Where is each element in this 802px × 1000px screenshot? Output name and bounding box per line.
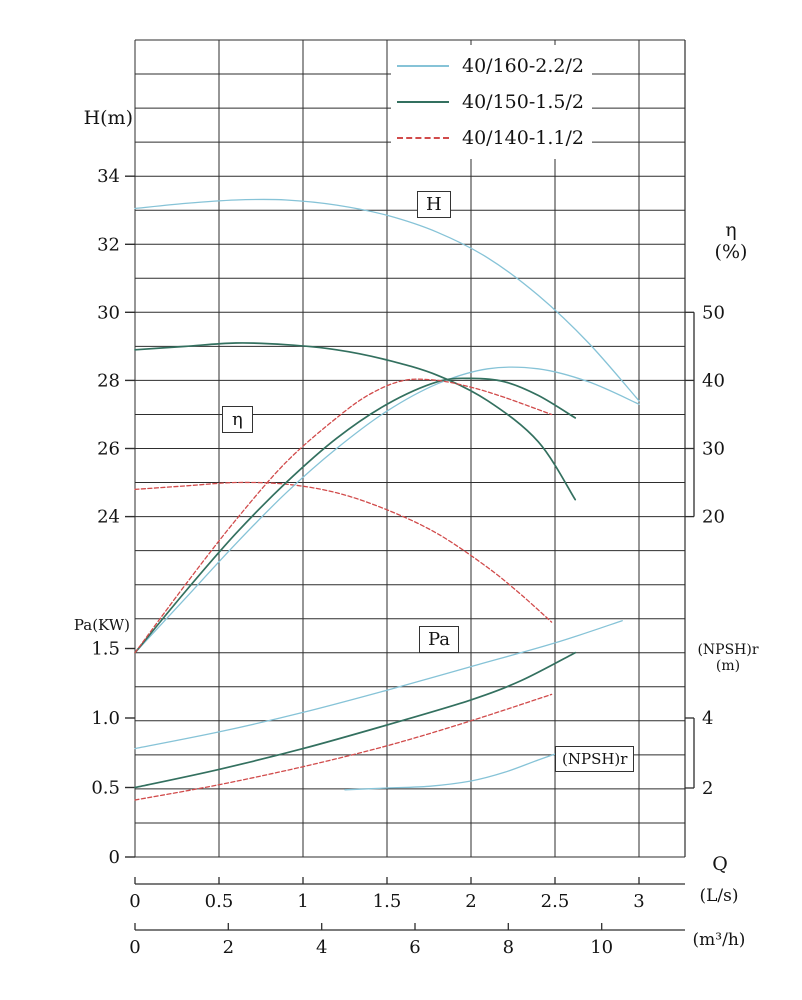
legend-item: 40/150-1.5/2 <box>397 84 584 120</box>
x-tick-label-m3h: 10 <box>590 937 613 958</box>
x-tick-label-ls: 1 <box>297 891 308 912</box>
legend-item: 40/160-2.2/2 <box>397 48 584 84</box>
h-tick-label: 32 <box>97 234 120 255</box>
legend-label: 40/150-1.5/2 <box>462 91 584 113</box>
h-tick-label: 30 <box>97 302 120 323</box>
curve-h-40-160 <box>134 198 640 402</box>
h-tick-label: 26 <box>97 439 120 460</box>
npsh-tick-label: 4 <box>702 708 713 729</box>
legend-label: 40/160-2.2/2 <box>462 55 584 77</box>
curve-label-npsh: (NPSH)r <box>555 746 635 772</box>
x-tick-label-m3h: 4 <box>316 937 327 958</box>
curve-eta-40-160 <box>134 366 640 654</box>
h-axis-title: H(m) <box>83 107 133 129</box>
x-tick-label-ls: 2.5 <box>541 891 570 912</box>
npsh-axis-label: (NPSH)r <box>697 642 759 658</box>
pa-tick-label: 0.5 <box>91 778 120 799</box>
pa-tick-label: 0 <box>109 847 120 868</box>
pa-tick-label: 1.5 <box>91 639 120 660</box>
h-tick-label: 24 <box>97 507 120 528</box>
pa-tick-label: 1.0 <box>91 708 120 729</box>
curve-h-40-150 <box>134 342 577 501</box>
curve-pa-40-150 <box>134 651 577 789</box>
eta-axis-unit: (%) <box>714 240 748 263</box>
legend: 40/160-2.2/2 40/150-1.5/2 40/140-1.1/2 <box>391 45 592 159</box>
curve-eta-40-150 <box>134 377 577 654</box>
npsh-tick-label: 2 <box>702 778 713 799</box>
curve-label-h: H <box>417 191 451 218</box>
legend-line-sample <box>397 65 449 67</box>
curve-label-eta: η <box>222 406 253 433</box>
curve-label-pa: Pa <box>419 626 460 653</box>
eta-tick-label: 40 <box>702 370 725 391</box>
eta-tick-label: 30 <box>702 439 725 460</box>
x-axis-unit-m3h: (m³/h) <box>692 930 746 950</box>
curve-pa-40-160 <box>134 620 623 750</box>
x-tick-label-m3h: 8 <box>503 937 514 958</box>
eta-tick-label: 50 <box>702 302 725 323</box>
curve-eta-40-140 <box>134 378 553 654</box>
eta-axis-symbol: η <box>725 219 737 241</box>
legend-item: 40/140-1.1/2 <box>397 120 584 156</box>
legend-line-sample <box>397 101 449 103</box>
x-tick-label-m3h: 2 <box>223 937 234 958</box>
x-tick-label-ls: 0 <box>129 891 140 912</box>
legend-label: 40/140-1.1/2 <box>462 127 584 149</box>
eta-tick-label: 20 <box>702 507 725 528</box>
x-tick-label-ls: 0.5 <box>205 891 234 912</box>
x-tick-label-m3h: 6 <box>409 937 420 958</box>
x-tick-label-m3h: 0 <box>129 937 140 958</box>
curve-h-40-140 <box>134 481 553 623</box>
pa-axis-title: Pa(KW) <box>73 616 130 634</box>
h-tick-label: 34 <box>97 166 120 187</box>
h-tick-label: 28 <box>97 370 120 391</box>
eta-axis-title: η (%) <box>703 219 759 264</box>
curve-npshr-40-160 <box>344 750 565 791</box>
legend-line-sample <box>397 137 449 139</box>
x-axis-title: Q <box>712 853 728 875</box>
x-axis-unit-ls: (L/s) <box>699 886 739 906</box>
x-tick-label-ls: 3 <box>633 891 644 912</box>
npsh-axis-title: (NPSH)r (m) <box>686 642 770 674</box>
x-tick-label-ls: 2 <box>465 891 476 912</box>
npsh-axis-unit: (m) <box>715 658 741 675</box>
x-tick-label-ls: 1.5 <box>373 891 402 912</box>
curve-pa-40-140 <box>134 693 553 801</box>
